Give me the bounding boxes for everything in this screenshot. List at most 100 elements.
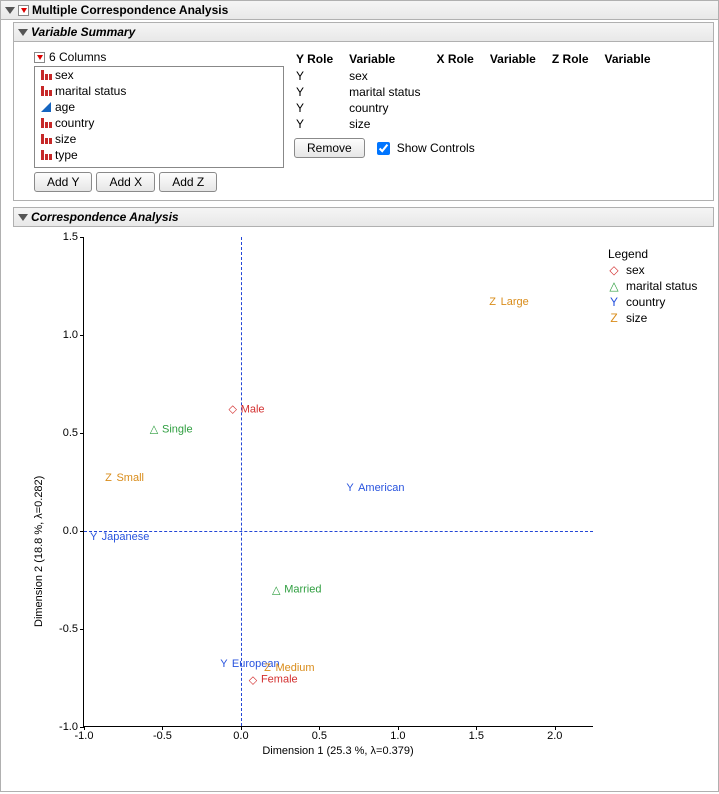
roles-cell xyxy=(603,100,665,116)
roles-row[interactable]: Ysex xyxy=(294,68,665,84)
continuous-icon xyxy=(41,102,51,112)
column-name: age xyxy=(55,100,75,114)
data-point-marital_status[interactable]: △Single xyxy=(148,423,193,436)
data-point-size[interactable]: ZMedium xyxy=(261,662,314,674)
add-x-button[interactable]: Add X xyxy=(96,172,155,192)
add-buttons-row: Add Y Add X Add Z xyxy=(34,172,284,192)
add-z-button[interactable]: Add Z xyxy=(159,172,217,192)
correspondence-title: Correspondence Analysis xyxy=(31,210,179,224)
roles-panel: Y RoleVariableX RoleVariableZ RoleVariab… xyxy=(294,48,705,192)
roles-header: Variable xyxy=(347,50,434,68)
roles-cell: Y xyxy=(294,100,347,116)
column-name: country xyxy=(55,116,94,130)
crosshair-horizontal xyxy=(84,531,593,532)
x-tick-label: 1.5 xyxy=(469,730,484,742)
roles-cell: marital status xyxy=(347,84,434,100)
scatter-plot[interactable]: -1.0-0.50.00.51.01.5-1.0-0.50.00.51.01.5… xyxy=(83,237,593,727)
point-label: American xyxy=(358,482,404,494)
marker-icon: Z xyxy=(102,472,114,484)
marker-icon: Y xyxy=(218,658,230,670)
roles-cell xyxy=(434,84,487,100)
x-axis-label: Dimension 1 (25.3 %, λ=0.379) xyxy=(83,745,593,757)
legend-marker-icon: Z xyxy=(608,311,620,325)
column-item[interactable]: age xyxy=(35,99,283,115)
legend-item[interactable]: Ycountry xyxy=(608,295,697,309)
legend-marker-icon: △ xyxy=(608,279,620,293)
column-item[interactable]: sex xyxy=(35,67,283,83)
add-y-button[interactable]: Add Y xyxy=(34,172,92,192)
variable-summary-header[interactable]: Variable Summary xyxy=(13,22,714,42)
disclose-icon xyxy=(5,7,15,14)
roles-cell: sex xyxy=(347,68,434,84)
roles-cell xyxy=(603,84,665,100)
mca-header[interactable]: Multiple Correspondence Analysis xyxy=(1,1,718,20)
x-tick-label: 1.0 xyxy=(390,730,405,742)
roles-cell xyxy=(603,116,665,132)
roles-header: Variable xyxy=(488,50,550,68)
roles-cell xyxy=(550,84,603,100)
nominal-icon xyxy=(41,118,51,128)
roles-table: Y RoleVariableX RoleVariableZ RoleVariab… xyxy=(294,50,665,132)
legend-label: country xyxy=(626,295,665,309)
column-name: type xyxy=(55,148,78,162)
data-point-size[interactable]: ZSmall xyxy=(102,472,144,484)
column-count[interactable]: 6 Columns xyxy=(34,48,284,66)
columns-listbox[interactable]: sexmarital statusage country size type xyxy=(34,66,284,168)
data-point-size[interactable]: ZLarge xyxy=(487,296,529,308)
data-point-marital_status[interactable]: △Married xyxy=(270,583,321,596)
legend-label: marital status xyxy=(626,279,697,293)
point-label: Married xyxy=(284,584,321,596)
crosshair-vertical xyxy=(241,237,242,726)
column-item[interactable]: size xyxy=(35,131,283,147)
column-item[interactable]: country xyxy=(35,115,283,131)
roles-cell: Y xyxy=(294,68,347,84)
variable-summary-title: Variable Summary xyxy=(31,25,135,39)
roles-cell xyxy=(434,100,487,116)
column-item[interactable]: type xyxy=(35,147,283,163)
nominal-icon xyxy=(41,150,51,160)
data-point-country[interactable]: YJapanese xyxy=(88,531,150,543)
legend-item[interactable]: ◇sex xyxy=(608,263,697,277)
variable-summary-body: 6 Columns sexmarital statusagecountrysiz… xyxy=(13,42,714,201)
mca-title: Multiple Correspondence Analysis xyxy=(32,3,228,17)
roles-cell xyxy=(603,68,665,84)
correspondence-header[interactable]: Correspondence Analysis xyxy=(13,207,714,227)
roles-header: Variable xyxy=(603,50,665,68)
roles-row[interactable]: Ycountry xyxy=(294,100,665,116)
column-item[interactable]: marital status xyxy=(35,83,283,99)
data-point-country[interactable]: YAmerican xyxy=(344,482,404,494)
marker-icon: Z xyxy=(261,662,273,674)
roles-header: X Role xyxy=(434,50,487,68)
legend-title: Legend xyxy=(608,247,697,261)
data-point-sex[interactable]: ◇Female xyxy=(247,673,298,686)
data-point-sex[interactable]: ◇Male xyxy=(227,403,265,416)
show-controls-label: Show Controls xyxy=(397,141,475,155)
remove-button[interactable]: Remove xyxy=(294,138,365,158)
marker-icon: Z xyxy=(487,296,499,308)
y-tick-label: -0.5 xyxy=(59,623,78,635)
roles-cell: country xyxy=(347,100,434,116)
marker-icon: △ xyxy=(148,423,160,436)
roles-row[interactable]: Ymarital status xyxy=(294,84,665,100)
roles-header: Z Role xyxy=(550,50,603,68)
roles-row[interactable]: Ysize xyxy=(294,116,665,132)
show-controls-checkbox[interactable]: Show Controls xyxy=(373,139,475,158)
x-tick-label: 2.0 xyxy=(547,730,562,742)
y-tick-label: 1.0 xyxy=(63,329,78,341)
red-triangle-menu[interactable] xyxy=(18,5,29,16)
show-controls-input[interactable] xyxy=(377,142,390,155)
legend-item[interactable]: Zsize xyxy=(608,311,697,325)
legend-item[interactable]: △ marital status xyxy=(608,279,697,293)
column-name: size xyxy=(55,132,76,146)
marker-icon: △ xyxy=(270,583,282,596)
chart-area: -1.0-0.50.00.51.01.5-1.0-0.50.00.51.01.5… xyxy=(13,227,719,787)
point-label: Small xyxy=(116,472,144,484)
marker-icon: Y xyxy=(344,482,356,494)
point-label: Large xyxy=(501,296,529,308)
roles-cell xyxy=(434,68,487,84)
roles-cell xyxy=(550,116,603,132)
y-tick-label: 1.5 xyxy=(63,231,78,243)
marker-icon: ◇ xyxy=(227,403,239,416)
red-triangle-menu[interactable] xyxy=(34,52,45,63)
legend-marker-icon: ◇ xyxy=(608,263,620,277)
